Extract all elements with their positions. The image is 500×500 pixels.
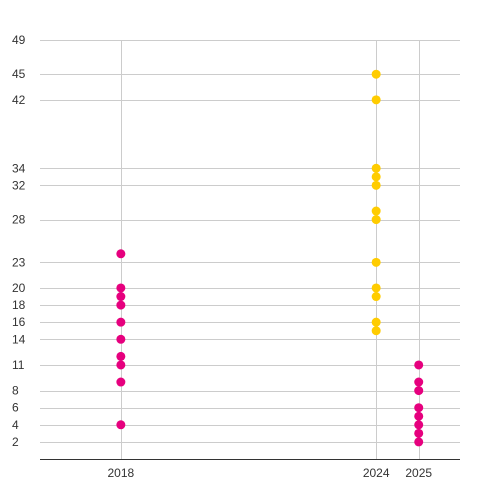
y-tick-label: 32 — [12, 178, 26, 192]
y-tick-label: 23 — [12, 255, 26, 269]
data-point — [116, 249, 126, 259]
data-point — [371, 283, 381, 293]
data-point — [414, 428, 424, 438]
x-tick-label: 2025 — [405, 466, 432, 480]
y-tick-label: 14 — [12, 332, 26, 346]
data-point — [371, 326, 381, 336]
x-tick-label: 2024 — [363, 466, 390, 480]
data-point — [116, 351, 126, 361]
y-tick-label: 2 — [12, 435, 19, 449]
data-point — [371, 180, 381, 190]
data-point — [371, 257, 381, 267]
data-point — [116, 283, 126, 293]
grid-layer — [40, 40, 460, 459]
y-tick-label: 45 — [12, 67, 26, 81]
data-point — [371, 69, 381, 79]
data-point — [116, 300, 126, 310]
y-tick-label: 18 — [12, 298, 26, 312]
y-tick-label: 6 — [12, 401, 19, 415]
y-tick-label: 16 — [12, 315, 26, 329]
data-point — [371, 163, 381, 173]
data-point — [116, 317, 126, 327]
data-point — [116, 377, 126, 387]
y-tick-label: 49 — [12, 33, 26, 47]
data-point — [371, 95, 381, 105]
y-tick-label: 11 — [12, 358, 25, 372]
data-point — [414, 420, 424, 430]
data-point — [414, 377, 424, 387]
y-tick-label: 28 — [12, 213, 26, 227]
data-point — [414, 411, 424, 421]
point-layer — [116, 69, 424, 447]
y-tick-label: 4 — [12, 418, 19, 432]
data-point — [116, 334, 126, 344]
data-point — [371, 172, 381, 182]
data-point — [414, 386, 424, 396]
y-tick-label: 8 — [12, 384, 19, 398]
data-point — [371, 215, 381, 225]
data-point — [371, 317, 381, 327]
tick-layer: 2 4 6 8 11 14 16 18 20 23 28 32 34 42 45 49 2018 2024 2025 — [12, 33, 432, 480]
data-point — [116, 420, 126, 430]
data-point — [414, 403, 424, 413]
y-tick-label: 20 — [12, 281, 26, 295]
data-point — [414, 360, 424, 370]
data-point — [116, 360, 126, 370]
data-point — [371, 206, 381, 216]
y-tick-label: 34 — [12, 161, 26, 175]
y-tick-label: 42 — [12, 93, 26, 107]
data-point — [371, 292, 381, 302]
data-point — [414, 437, 424, 447]
x-tick-label: 2018 — [107, 466, 134, 480]
data-point — [116, 292, 126, 302]
